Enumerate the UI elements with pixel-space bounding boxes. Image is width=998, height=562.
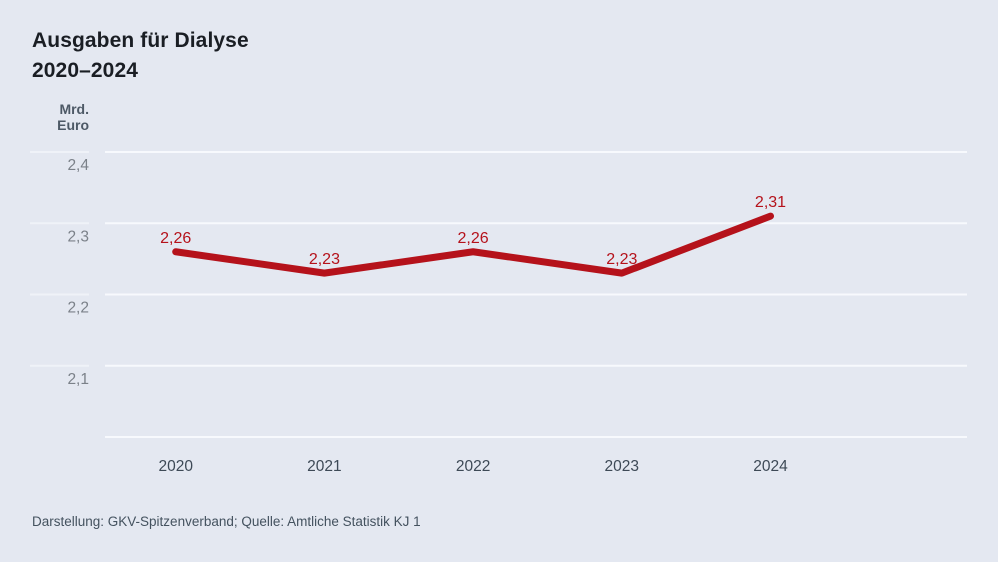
x-axis-label: 2020	[158, 458, 193, 475]
x-axis-label: 2023	[605, 458, 639, 475]
y-axis-unit-label: Mrd. Euro	[0, 101, 89, 133]
data-point-label: 2,26	[160, 230, 191, 247]
x-axis-label: 2021	[307, 458, 341, 475]
y-axis-unit-line2: Euro	[57, 116, 89, 133]
line-series	[172, 212, 774, 277]
y-tick-label: 2,3	[67, 228, 89, 245]
data-point-label: 2,31	[755, 194, 786, 211]
data-point-label: 2,23	[309, 251, 340, 268]
y-tick-label: 2,4	[67, 157, 89, 174]
chart-title-line1: Ausgaben für Dialyse	[32, 29, 249, 52]
source-note: Darstellung: GKV-Spitzenverband; Quelle:…	[32, 514, 421, 529]
x-axis-label: 2022	[456, 458, 490, 475]
y-tick-label: 2,2	[67, 300, 89, 317]
x-axis-label: 2024	[753, 458, 788, 475]
y-axis-unit-line1: Mrd.	[59, 101, 89, 117]
y-tick-label: 2,1	[67, 371, 89, 388]
data-point-label: 2,26	[458, 230, 489, 247]
data-point-label: 2,23	[606, 251, 637, 268]
chart-title-line2: 2020–2024	[32, 59, 139, 82]
chart-title: Ausgaben für Dialyse 2020–2024	[32, 26, 249, 86]
